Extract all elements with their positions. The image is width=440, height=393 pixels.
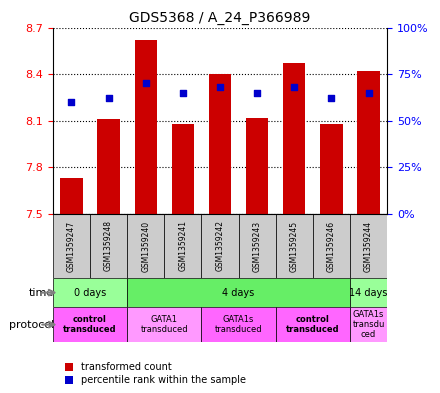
Point — [365, 90, 372, 96]
Text: GSM1359240: GSM1359240 — [141, 220, 150, 272]
Legend: transformed count, percentile rank within the sample: transformed count, percentile rank withi… — [62, 359, 249, 388]
Point — [105, 95, 112, 101]
Bar — [283, 63, 305, 214]
Bar — [53, 307, 127, 342]
Bar — [97, 119, 120, 214]
Point — [291, 84, 298, 90]
Bar — [238, 214, 276, 278]
Text: protocol: protocol — [9, 320, 54, 330]
Text: GSM1359242: GSM1359242 — [216, 220, 224, 272]
Bar — [357, 71, 380, 214]
Bar — [313, 214, 350, 278]
Bar — [90, 214, 127, 278]
Text: GATA1s
transduced: GATA1s transduced — [215, 315, 262, 334]
Bar — [60, 178, 83, 214]
Point — [328, 95, 335, 101]
Point — [216, 84, 224, 90]
Point — [68, 99, 75, 105]
Bar — [350, 214, 387, 278]
Bar — [127, 278, 350, 307]
Bar — [320, 124, 343, 214]
Bar — [202, 214, 238, 278]
Bar — [202, 307, 276, 342]
Point — [180, 90, 187, 96]
Bar — [127, 214, 164, 278]
Text: GSM1359243: GSM1359243 — [253, 220, 262, 272]
Bar — [172, 124, 194, 214]
Bar — [135, 40, 157, 214]
Title: GDS5368 / A_24_P366989: GDS5368 / A_24_P366989 — [129, 11, 311, 25]
Text: control
transduced: control transduced — [286, 315, 340, 334]
Text: GSM1359246: GSM1359246 — [327, 220, 336, 272]
Text: control
transduced: control transduced — [63, 315, 117, 334]
Text: 0 days: 0 days — [74, 288, 106, 298]
Point — [253, 90, 260, 96]
Text: GATA1s
transdu
ced: GATA1s transdu ced — [352, 310, 385, 340]
Text: GATA1
transduced: GATA1 transduced — [140, 315, 188, 334]
Bar — [350, 278, 387, 307]
Bar — [164, 214, 202, 278]
Bar — [350, 307, 387, 342]
Bar — [209, 74, 231, 214]
Text: 4 days: 4 days — [223, 288, 255, 298]
Bar — [276, 214, 313, 278]
Bar — [53, 278, 127, 307]
Text: GSM1359244: GSM1359244 — [364, 220, 373, 272]
Bar — [276, 307, 350, 342]
Text: 14 days: 14 days — [349, 288, 388, 298]
Bar — [53, 214, 90, 278]
Text: GSM1359245: GSM1359245 — [290, 220, 299, 272]
Text: GSM1359248: GSM1359248 — [104, 220, 113, 272]
Bar — [246, 118, 268, 214]
Text: GSM1359241: GSM1359241 — [178, 220, 187, 272]
Text: time: time — [29, 288, 54, 298]
Bar — [127, 307, 202, 342]
Point — [142, 80, 149, 86]
Text: GSM1359247: GSM1359247 — [67, 220, 76, 272]
